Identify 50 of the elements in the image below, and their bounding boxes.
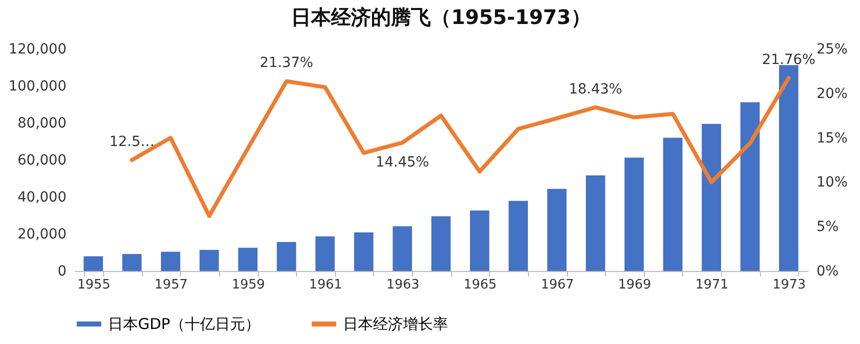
bar — [315, 236, 335, 271]
bar — [547, 188, 567, 271]
x-tick-label: 1957 — [154, 278, 188, 292]
y2-tick-label: 10% — [816, 174, 848, 191]
y2-tick-label: 20% — [816, 86, 848, 102]
legend-label: 日本经济增长率 — [343, 315, 448, 333]
legend-label: 日本GDP（十亿日元） — [108, 315, 260, 333]
y-tick-label: 60,000 — [18, 152, 66, 168]
y-tick-label: 20,000 — [18, 226, 66, 242]
bar — [122, 254, 142, 271]
bar — [276, 242, 296, 271]
x-tick-label: 1955 — [77, 278, 110, 292]
y2-tick-label: 0% — [816, 264, 839, 280]
y-tick-label: 120,000 — [8, 42, 66, 58]
chart-title: 日本经济的腾飞（1955-1973） — [291, 5, 591, 29]
x-tick-label: 1965 — [464, 278, 497, 292]
bar — [238, 248, 258, 271]
bar — [702, 124, 722, 271]
y-tick-label: 40,000 — [18, 190, 66, 206]
bar — [354, 232, 374, 271]
x-tick-label: 1973 — [772, 278, 806, 292]
y2-tick-label: 15% — [816, 130, 848, 146]
x-tick-label: 1971 — [695, 278, 728, 292]
x-tick-label: 1959 — [232, 278, 265, 292]
bar — [779, 65, 798, 271]
bar — [508, 200, 528, 271]
bar — [200, 250, 219, 271]
x-tick-label: 1961 — [309, 278, 342, 292]
bar — [84, 256, 103, 271]
data-label: 18.43% — [568, 81, 622, 98]
y2-tick-label: 25% — [816, 42, 848, 58]
y-tick-label: 100,000 — [8, 78, 66, 94]
y-tick-label: 0 — [58, 264, 66, 280]
bar — [586, 175, 606, 271]
bar — [624, 158, 644, 271]
bar — [663, 138, 682, 271]
bar — [470, 210, 490, 271]
data-label: 21.37% — [260, 55, 314, 72]
bar — [160, 252, 180, 271]
y-tick-label: 80,000 — [18, 116, 66, 132]
data-label: 12.5… — [109, 134, 155, 150]
bar — [392, 226, 412, 271]
data-label: 21.76% — [762, 52, 816, 68]
x-tick-label: 1963 — [386, 278, 420, 292]
data-label: 14.45% — [376, 154, 430, 171]
bar — [431, 216, 451, 271]
bar — [740, 102, 760, 271]
x-tick-label: 1967 — [540, 278, 574, 292]
y2-tick-label: 5% — [816, 219, 839, 236]
x-tick-label: 1969 — [618, 278, 652, 292]
